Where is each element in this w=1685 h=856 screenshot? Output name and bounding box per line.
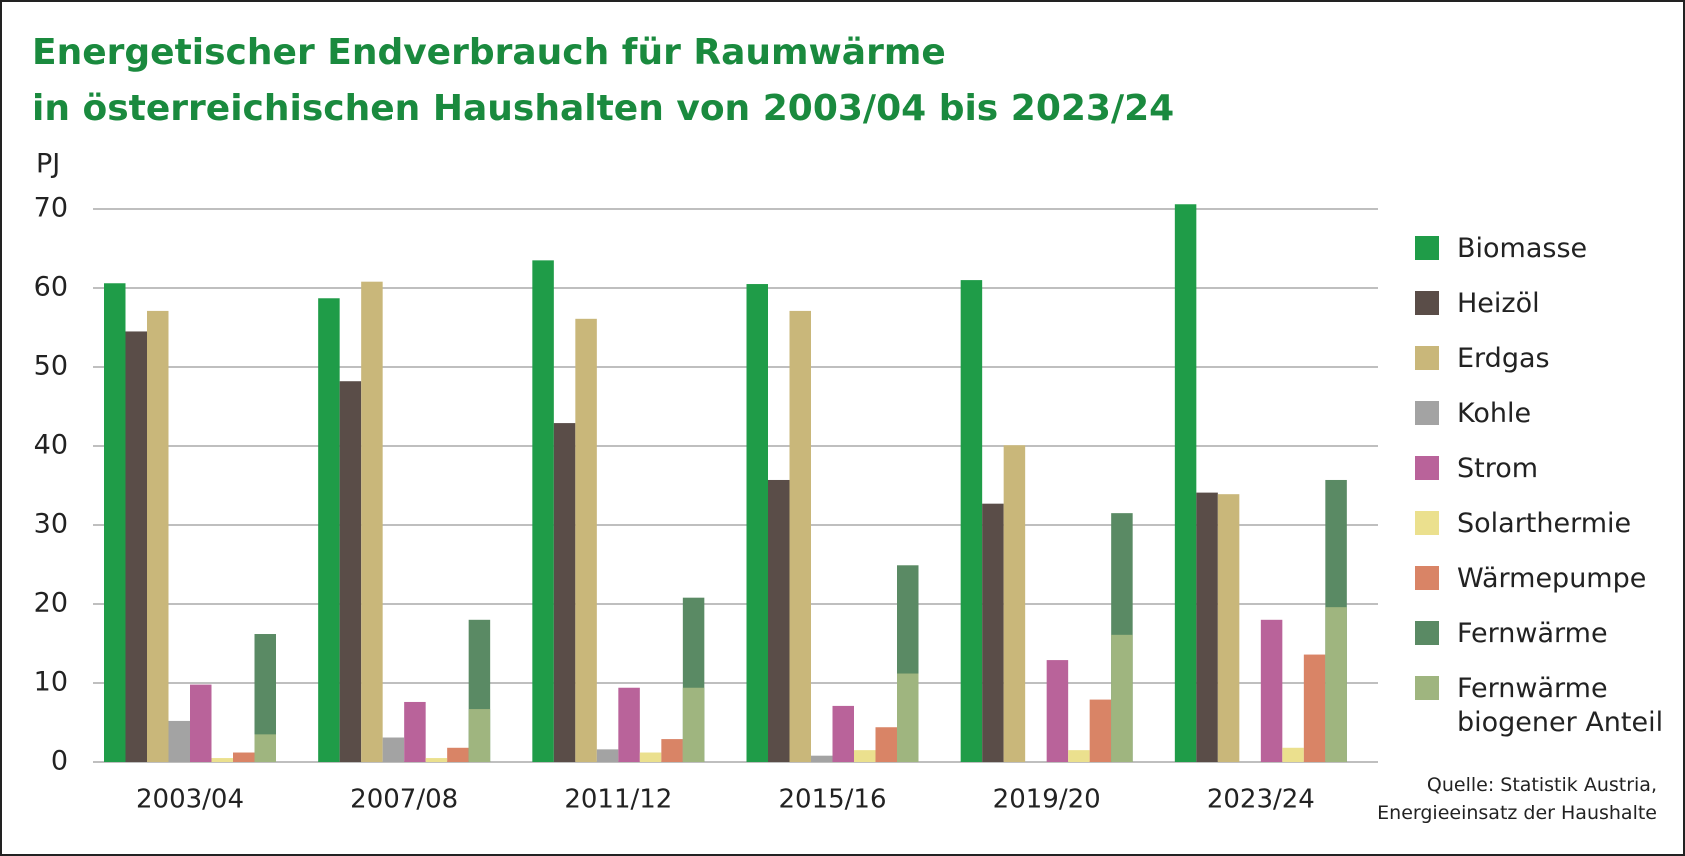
bar	[1196, 492, 1218, 762]
bar	[875, 727, 897, 762]
bar	[339, 381, 362, 762]
x-tick-label: 2011/12	[564, 785, 672, 815]
bar	[661, 739, 683, 762]
y-tick-label: 20	[34, 588, 68, 619]
bar	[768, 479, 790, 762]
bar	[789, 310, 811, 762]
bar	[254, 734, 276, 762]
legend-item: Heizöl	[1415, 287, 1672, 321]
bar	[982, 503, 1004, 762]
bar	[168, 720, 190, 762]
x-tick-label: 2015/16	[778, 785, 886, 815]
bar	[147, 310, 169, 762]
legend-label: Fernwärme biogener Anteil	[1457, 673, 1664, 738]
bar	[211, 758, 233, 762]
bar	[361, 281, 383, 762]
legend-swatch	[1415, 566, 1439, 590]
bar	[832, 705, 854, 762]
bar	[553, 423, 576, 762]
bar	[1174, 204, 1197, 762]
bar	[125, 331, 147, 762]
bar	[854, 750, 876, 762]
legend-swatch	[1415, 291, 1439, 315]
bar	[1068, 750, 1090, 762]
bar	[746, 284, 768, 762]
bar	[1111, 634, 1133, 762]
y-tick-label: 50	[34, 351, 68, 382]
bar	[532, 260, 554, 762]
bar	[596, 749, 619, 762]
legend-swatch	[1415, 236, 1439, 260]
bar	[254, 634, 276, 762]
legend-swatch	[1415, 676, 1439, 700]
bar	[618, 687, 640, 762]
bar	[1282, 747, 1304, 762]
bar	[447, 747, 469, 762]
legend-item: Solarthermie	[1415, 507, 1672, 541]
legend-item: Erdgas	[1415, 342, 1672, 376]
bar	[897, 673, 919, 762]
bar	[1217, 494, 1240, 762]
source: Energieeinsatz der Haushalte	[1377, 802, 1657, 824]
bar	[468, 709, 491, 762]
bar	[425, 758, 448, 762]
legend-swatch	[1415, 401, 1439, 425]
bar	[575, 318, 597, 762]
legend-label: Biomasse	[1457, 233, 1588, 264]
legend-item: Wärmepumpe	[1415, 562, 1672, 596]
legend-label: Fernwärme	[1457, 618, 1608, 649]
bar	[404, 701, 426, 762]
bar	[1003, 445, 1026, 762]
legend-item: Biomasse	[1415, 232, 1672, 266]
legend-label: Strom	[1457, 453, 1539, 484]
bar	[960, 280, 983, 762]
legend-label: Erdgas	[1457, 343, 1550, 374]
legend-item: Kohle	[1415, 397, 1672, 431]
source: Quelle: Statistik Austria,	[1426, 774, 1657, 796]
bar	[811, 755, 833, 762]
bar	[1260, 619, 1283, 762]
bar	[190, 684, 212, 762]
chart-title: in österreichischen Haushalten von 2003/…	[32, 88, 1175, 129]
bar	[382, 737, 405, 762]
y-tick-label: 0	[51, 746, 68, 777]
legend-swatch	[1415, 346, 1439, 370]
bar	[104, 283, 126, 762]
chart-title: Energetischer Endverbrauch für Raumwärme	[32, 32, 946, 73]
x-tick-label: 2019/20	[993, 785, 1101, 815]
legend-swatch	[1415, 621, 1439, 645]
legend-item: Fernwärme biogener Anteil	[1415, 672, 1672, 740]
legend-item: Fernwärme	[1415, 617, 1672, 651]
y-tick-label: 10	[34, 667, 68, 698]
y-axis-label: PJ	[36, 149, 60, 180]
x-tick-label: 2007/08	[350, 785, 458, 815]
legend-label: Solarthermie	[1457, 508, 1632, 539]
y-tick-label: 70	[34, 193, 68, 224]
y-tick-label: 30	[34, 509, 68, 540]
x-tick-label: 2003/04	[136, 785, 244, 815]
bar	[1046, 660, 1069, 762]
bar	[682, 687, 705, 762]
y-tick-label: 40	[34, 430, 68, 461]
legend-item: Strom	[1415, 452, 1672, 486]
legend-swatch	[1415, 456, 1439, 480]
x-tick-label: 2023/24	[1207, 785, 1315, 815]
bar	[639, 752, 662, 762]
bar	[1303, 654, 1326, 762]
legend-label: Heizöl	[1457, 288, 1540, 319]
legend-label: Kohle	[1457, 398, 1532, 429]
legend-swatch	[1415, 511, 1439, 535]
y-tick-label: 60	[34, 272, 68, 303]
bar	[1325, 607, 1347, 762]
legend-label: Wärmepumpe	[1457, 563, 1647, 594]
bar	[318, 298, 340, 762]
bar	[1089, 699, 1112, 762]
bar	[233, 752, 255, 762]
